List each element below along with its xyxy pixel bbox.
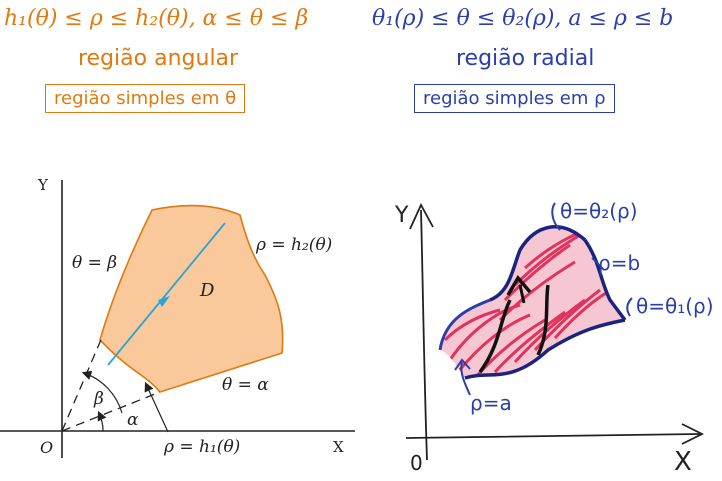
rho-a-leader [460,361,471,396]
radial-ray-arrow [158,296,170,307]
sketch-x-arrow [681,423,705,445]
sketch-arrow-head [506,275,532,296]
left-subtitle: região angular [78,46,239,71]
theta2-leader [551,202,561,231]
sketch-y-label: Y [394,203,409,228]
beta-label: β [93,389,104,409]
origin-label: O [40,438,53,457]
sketch-y-axis [420,209,428,461]
sketch-theta2-curve [489,225,587,302]
right-formula: θ₁(ρ) ≤ θ ≤ θ₂(ρ), a ≤ ρ ≤ b [372,6,674,31]
sketch-x-axis [405,433,701,439]
sketch-arc-1 [478,299,512,374]
theta-beta-label: θ = β [72,253,117,273]
rho-a-leader-arrow [454,358,471,371]
theta1-leader [626,297,633,317]
region-d [99,204,284,393]
radial-ray [107,222,226,366]
rho-a-label: ρ=a [470,391,512,415]
alpha-label: α [127,410,139,430]
sketch-region [440,226,625,378]
sketch-rho-a-curve [438,298,491,351]
ray-theta-beta [61,334,104,432]
left-formula: h₁(θ) ≤ ρ ≤ h₂(θ), α ≤ θ ≤ β [4,6,309,31]
inner-curve-label: ρ = h₁(θ) [163,437,240,457]
right-subtitle: região radial [456,46,595,71]
radial-region-sketch: Y X 0 θ=θ₂(ρ) ρ=b θ=θ₁(ρ) ρ=a [394,199,714,477]
angular-region-diagram: Y X O D θ = β θ = α ρ = h₂(θ) ρ = h₁(θ) … [0,176,355,458]
region-label: D [199,280,215,301]
theta2-label: θ=θ₂(ρ) [560,199,638,223]
outer-curve-label: ρ = h₂(θ) [255,235,332,255]
beta-arc [81,370,123,414]
inner-curve-pointer [144,381,169,433]
sketch-origin-label: 0 [410,451,423,475]
sketch-arc-2 [536,284,550,356]
x-axis-label: X [333,438,344,456]
rho-b-label: ρ=b [598,251,640,275]
sketch-theta1-curve [464,318,626,380]
rho-b-leader [591,257,605,271]
theta1-label: θ=θ₁(ρ) [636,294,714,318]
sketch-x-label: X [674,447,692,477]
theta-alpha-label: θ = α [222,375,269,395]
left-boxed-label: região simples em θ [45,84,246,113]
sketch-y-arrow [409,202,434,230]
alpha-arc [97,410,107,432]
y-axis-label: Y [37,176,49,194]
right-boxed-label: região simples em ρ [414,84,615,113]
sketch-rho-b-curve [583,239,627,322]
sketch-arrow-shaft [518,284,526,304]
ray-theta-alpha [61,391,161,432]
